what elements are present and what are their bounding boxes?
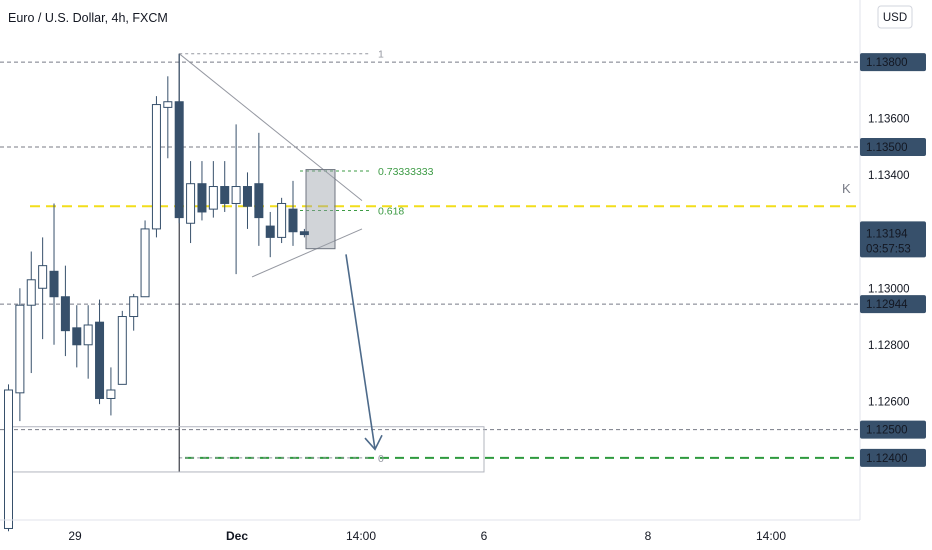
candle-body-16 [186,183,196,224]
candle-body-23 [265,225,275,238]
drawings: 1 0.73333333 0.618 0 [7,49,485,473]
candle-body-2 [26,279,36,306]
horizontal-levels [0,61,860,459]
time-tick-5: 14:00 [756,529,786,543]
candle-body-11 [129,296,139,318]
price-tick-3: 1.13400 [868,170,910,182]
candle-body-15 [174,101,184,219]
triangle-upper-line [178,53,363,202]
price-label-9: 1.12500 [866,425,908,437]
price-label-bg-6 [860,295,926,314]
candle-body-21 [242,186,252,207]
candles [4,53,309,532]
candle-body-13 [151,104,161,230]
candle-body-20 [231,186,241,204]
candle-body-5 [60,296,70,332]
chart-title: Euro / U.S. Dollar, 4h, FXCM [8,11,168,25]
time-tick-3: 6 [481,529,488,543]
price-label-2: 1.13500 [866,142,908,154]
fib-label-1: 0.73333333 [378,166,434,178]
forecast-arrow-head [364,434,383,451]
price-tick-5: 1.13000 [868,283,910,295]
fib-label-0: 1 [378,49,384,61]
candle-body-25 [288,208,298,233]
time-tick-0: 29 [68,529,82,543]
currency-button-frame[interactable] [877,5,913,29]
price-label-bg-0 [860,53,926,72]
time-tick-1: Dec [226,529,248,543]
currency-label[interactable]: USD [883,12,907,24]
candle-body-24 [277,202,287,238]
price-label-0: 1.13800 [866,57,908,69]
time-tick-2: 14:00 [346,529,376,543]
candle-body-14 [163,101,173,108]
price-label-bg-4 [860,221,926,258]
candle-body-18 [208,186,218,210]
candle-body-12 [140,228,150,298]
candle-body-19 [220,186,230,204]
highlight-box [305,169,336,250]
candle-body-26 [299,231,309,236]
triangle-lower-line [251,228,363,278]
forecast-arrow-line [345,254,376,450]
price-label-10: 1.12400 [866,453,908,465]
time-axis[interactable]: 29 Dec 14:00 6 8 14:00 [68,529,786,543]
time-tick-4: 8 [645,529,652,543]
candle-body-3 [38,265,48,289]
candle-body-0 [4,389,13,529]
price-label-bg-9 [860,420,926,439]
candle-body-1 [15,304,25,394]
candle-body-17 [197,183,207,213]
price-label-6: 1.12944 [866,299,908,311]
candle-body-7 [83,324,93,346]
price-label-bg-10 [860,448,926,467]
price-tick-1: 1.13600 [868,114,910,126]
candle-body-6 [72,327,82,346]
candle-body-9 [106,389,116,399]
countdown-label: 03:57:53 [866,243,911,255]
candle-body-4 [49,270,59,298]
candle-body-10 [117,316,127,385]
price-axis[interactable]: 1.13800 1.13600 1.13500 1.13400 1.13194 03:57… [860,53,926,467]
side-marker: K [842,181,851,196]
candle-body-22 [254,183,264,219]
price-tick-7: 1.12800 [868,340,910,352]
candle-body-8 [95,321,105,399]
price-label-4: 1.13194 [866,228,908,240]
fib-label-3: 0 [378,453,384,465]
price-tick-8: 1.12600 [868,396,910,408]
price-label-bg-2 [860,137,926,156]
currency-button[interactable]: USD [877,5,913,29]
fib-label-2: 0.618 [378,206,404,218]
